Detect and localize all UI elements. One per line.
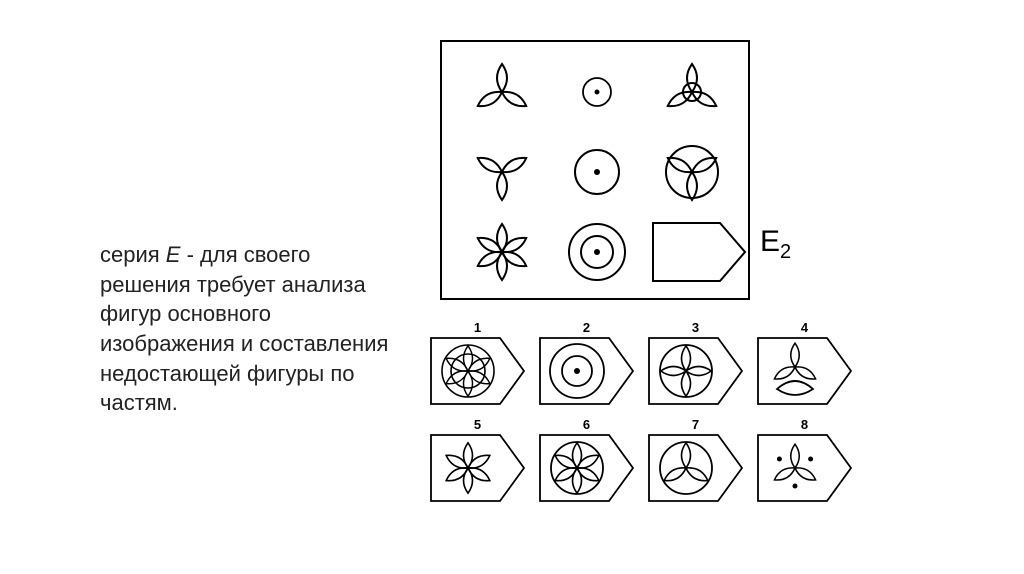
matrix-cell-3-2 <box>557 212 637 292</box>
answer-2: 2 <box>539 320 634 405</box>
answers-grid: 1 2 <box>430 320 890 514</box>
desc-italic: E <box>166 242 181 267</box>
desc-prefix: серия <box>100 242 166 267</box>
answer-label: 3 <box>692 320 699 335</box>
answer-label: 4 <box>801 320 808 335</box>
answer-row-2: 5 6 <box>430 417 890 502</box>
matrix-label-sub: 2 <box>780 241 791 263</box>
answer-label: 6 <box>583 417 590 432</box>
matrix-cell-3-1 <box>462 212 542 292</box>
answer-4: 4 <box>757 320 852 405</box>
answer-shape-7 <box>648 434 743 502</box>
matrix-cell-1-1 <box>462 52 542 132</box>
answer-label: 5 <box>474 417 481 432</box>
answer-shape-2 <box>539 337 634 405</box>
answer-8: 8 <box>757 417 852 502</box>
puzzle-area: E2 <box>440 40 750 300</box>
answer-label: 2 <box>583 320 590 335</box>
answer-label: 7 <box>692 417 699 432</box>
matrix-cell-1-3 <box>652 52 732 132</box>
matrix-box <box>440 40 750 300</box>
answer-label: 1 <box>474 320 481 335</box>
matrix-cell-2-3 <box>652 132 732 212</box>
matrix-cell-3-3 <box>652 222 747 282</box>
answer-1: 1 <box>430 320 525 405</box>
matrix-cell-2-1 <box>462 132 542 212</box>
description-text: серия E - для своего решения требует ана… <box>100 240 400 418</box>
answer-shape-1 <box>430 337 525 405</box>
answer-5: 5 <box>430 417 525 502</box>
answer-row-1: 1 2 <box>430 320 890 405</box>
answer-shape-8 <box>757 434 852 502</box>
matrix-label-base: E <box>760 225 780 258</box>
matrix-label: E2 <box>760 225 791 264</box>
answer-shape-6 <box>539 434 634 502</box>
matrix-cell-1-2 <box>557 52 637 132</box>
answer-label: 8 <box>801 417 808 432</box>
desc-rest: - для своего решения требует анализа фиг… <box>100 242 388 415</box>
answer-3: 3 <box>648 320 743 405</box>
answer-7: 7 <box>648 417 743 502</box>
answer-shape-5 <box>430 434 525 502</box>
answer-shape-3 <box>648 337 743 405</box>
answer-shape-4 <box>757 337 852 405</box>
answer-6: 6 <box>539 417 634 502</box>
matrix-cell-2-2 <box>557 132 637 212</box>
